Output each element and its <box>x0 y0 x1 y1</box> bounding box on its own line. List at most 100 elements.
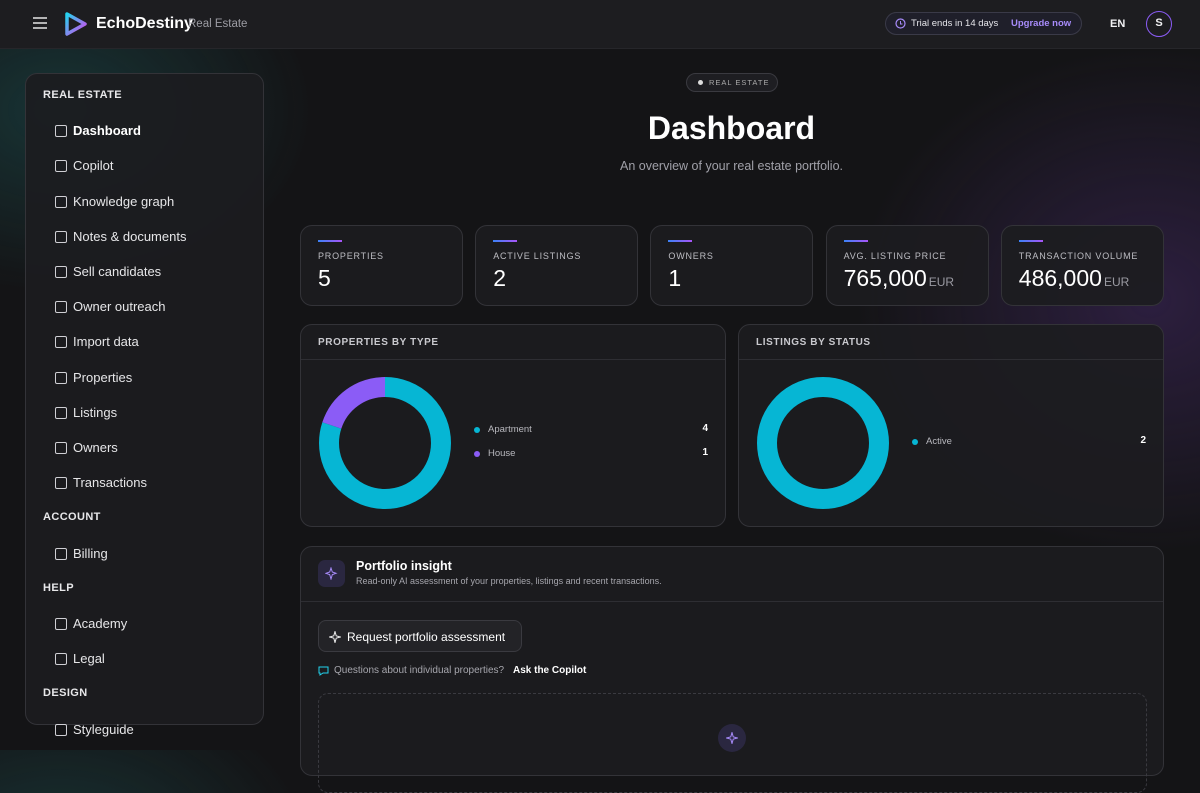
insight-card: Portfolio insight Read-only AI assessmen… <box>300 546 1164 793</box>
insight-description: Read-only AI assessment of your properti… <box>356 576 662 586</box>
badge-dot <box>698 80 703 85</box>
stat-value: 486,000 EUR <box>1019 265 1129 292</box>
stat-number: 2 <box>493 265 506 291</box>
nav-item[interactable]: Owner outreach <box>73 299 166 315</box>
insight-title: Portfolio insight <box>356 559 452 573</box>
nav-icon <box>55 266 67 278</box>
avatar[interactable]: S <box>1146 11 1172 37</box>
copilot-link[interactable]: Ask the Copilot <box>513 665 587 676</box>
section-title: DESIGN <box>43 687 88 700</box>
chart-card: PROPERTIES BY TYPE Apartment 4 House 1 <box>300 324 726 527</box>
donut-segment <box>319 377 451 509</box>
stat-unit: EUR <box>1103 275 1130 289</box>
nav-item[interactable]: Transactions <box>73 475 147 491</box>
nav-item[interactable]: Styleguide <box>73 721 134 737</box>
nav-item[interactable]: Copilot <box>73 158 114 174</box>
nav-icon <box>55 195 67 208</box>
stat-accent <box>668 240 693 242</box>
brand: EchoDestiny <box>96 15 193 32</box>
stat-number: 486,000 <box>1018 265 1102 291</box>
nav-item[interactable]: Import data <box>73 334 139 350</box>
nav-item[interactable]: Billing <box>73 545 108 561</box>
trial-text: Trial ends in 14 days <box>911 18 999 29</box>
stat-value: 2 <box>493 265 506 292</box>
legend-label: Active <box>926 436 952 447</box>
nav-icon <box>55 618 67 630</box>
nav-icon <box>55 371 67 384</box>
stat-accent <box>318 240 342 242</box>
section-title: ACCOUNT <box>43 511 101 524</box>
page-title: Dashboard <box>647 110 816 146</box>
menu-button[interactable] <box>32 16 48 30</box>
nav-item[interactable]: Academy <box>73 616 128 631</box>
stat-value: 1 <box>668 265 681 292</box>
nav-item[interactable]: Properties <box>73 369 133 385</box>
nav-item[interactable]: Dashboard <box>73 123 141 139</box>
sidebar: REAL ESTATE Dashboard Copilot Knowledge gra… <box>25 73 264 737</box>
stat-label: TRANSACTION VOLUME <box>1018 251 1139 261</box>
nav-item[interactable]: Sell candidates <box>73 264 162 279</box>
badge-text: REAL ESTATE <box>709 78 770 87</box>
nav-icon <box>55 406 67 419</box>
legend-value: 2 <box>1140 435 1146 446</box>
chart-title: PROPERTIES BY TYPE <box>318 337 439 348</box>
empty-state <box>318 693 1147 793</box>
stat-number: 1 <box>668 265 682 291</box>
stat-card: OWNERS 1 <box>650 225 814 306</box>
logo <box>65 12 87 36</box>
stat-value: 765,000 EUR <box>844 265 954 292</box>
stat-label: ACTIVE LISTINGS <box>493 251 582 261</box>
nav-item[interactable]: Notes & documents <box>73 228 187 244</box>
nav-item[interactable]: Knowledge graph <box>73 193 175 209</box>
stat-card: AVG. LISTING PRICE 765,000 EUR <box>825 225 989 306</box>
question: Questions about individual properties? <box>334 665 505 676</box>
nav-icon <box>55 160 67 173</box>
nav-icon <box>55 336 67 349</box>
empty-icon <box>718 724 746 752</box>
section-title: HELP <box>43 581 74 594</box>
stat-accent <box>843 240 868 242</box>
legend-dot <box>474 451 480 457</box>
donut-segment <box>757 377 889 509</box>
button-label: Request portfolio assessment <box>347 630 506 644</box>
stat-card: PROPERTIES 5 <box>300 225 463 306</box>
stat-card: TRANSACTION VOLUME 486,000 EUR <box>1000 225 1164 306</box>
legend-dot <box>912 439 918 445</box>
chat-icon <box>318 666 329 676</box>
stat-number: 5 <box>318 265 331 291</box>
divider <box>301 601 1163 602</box>
legend-label: Apartment <box>488 424 532 435</box>
nav-item[interactable]: Owners <box>73 440 118 455</box>
stat-label: AVG. LISTING PRICE <box>843 251 947 261</box>
nav-icon <box>55 442 67 454</box>
nav-item[interactable]: Legal <box>73 651 105 667</box>
nav-icon <box>55 477 67 490</box>
stat-value: 5 <box>318 265 331 292</box>
donut-chart <box>757 377 889 509</box>
nav-item[interactable]: Listings <box>73 404 118 420</box>
legend-value: 1 <box>702 447 708 458</box>
upgrade-link[interactable]: Upgrade now <box>1011 18 1072 29</box>
product: Real Estate <box>188 18 248 30</box>
legend-value: 4 <box>702 423 708 434</box>
assessment-button[interactable]: Request portfolio assessment <box>318 620 522 652</box>
chart-divider <box>739 359 1163 360</box>
legend-label: House <box>488 448 516 459</box>
chart-title: LISTINGS BY STATUS <box>756 337 871 348</box>
stat-card: ACTIVE LISTINGS 2 <box>475 225 639 306</box>
clock-icon <box>895 18 906 29</box>
language[interactable]: EN <box>1110 18 1126 30</box>
nav-icon <box>55 653 67 666</box>
donut-chart <box>319 377 451 509</box>
section-title: REAL ESTATE <box>43 89 122 101</box>
chart-divider <box>301 359 725 360</box>
nav-icon <box>55 547 67 560</box>
stat-unit: EUR <box>928 275 955 289</box>
nav-icon <box>55 125 67 138</box>
legend-dot <box>474 427 480 433</box>
insight-icon <box>318 560 345 587</box>
stat-label: OWNERS <box>668 251 714 261</box>
page-subtitle: An overview of your real estate portfoli… <box>619 159 844 173</box>
page-badge: REAL ESTATE <box>686 73 778 92</box>
